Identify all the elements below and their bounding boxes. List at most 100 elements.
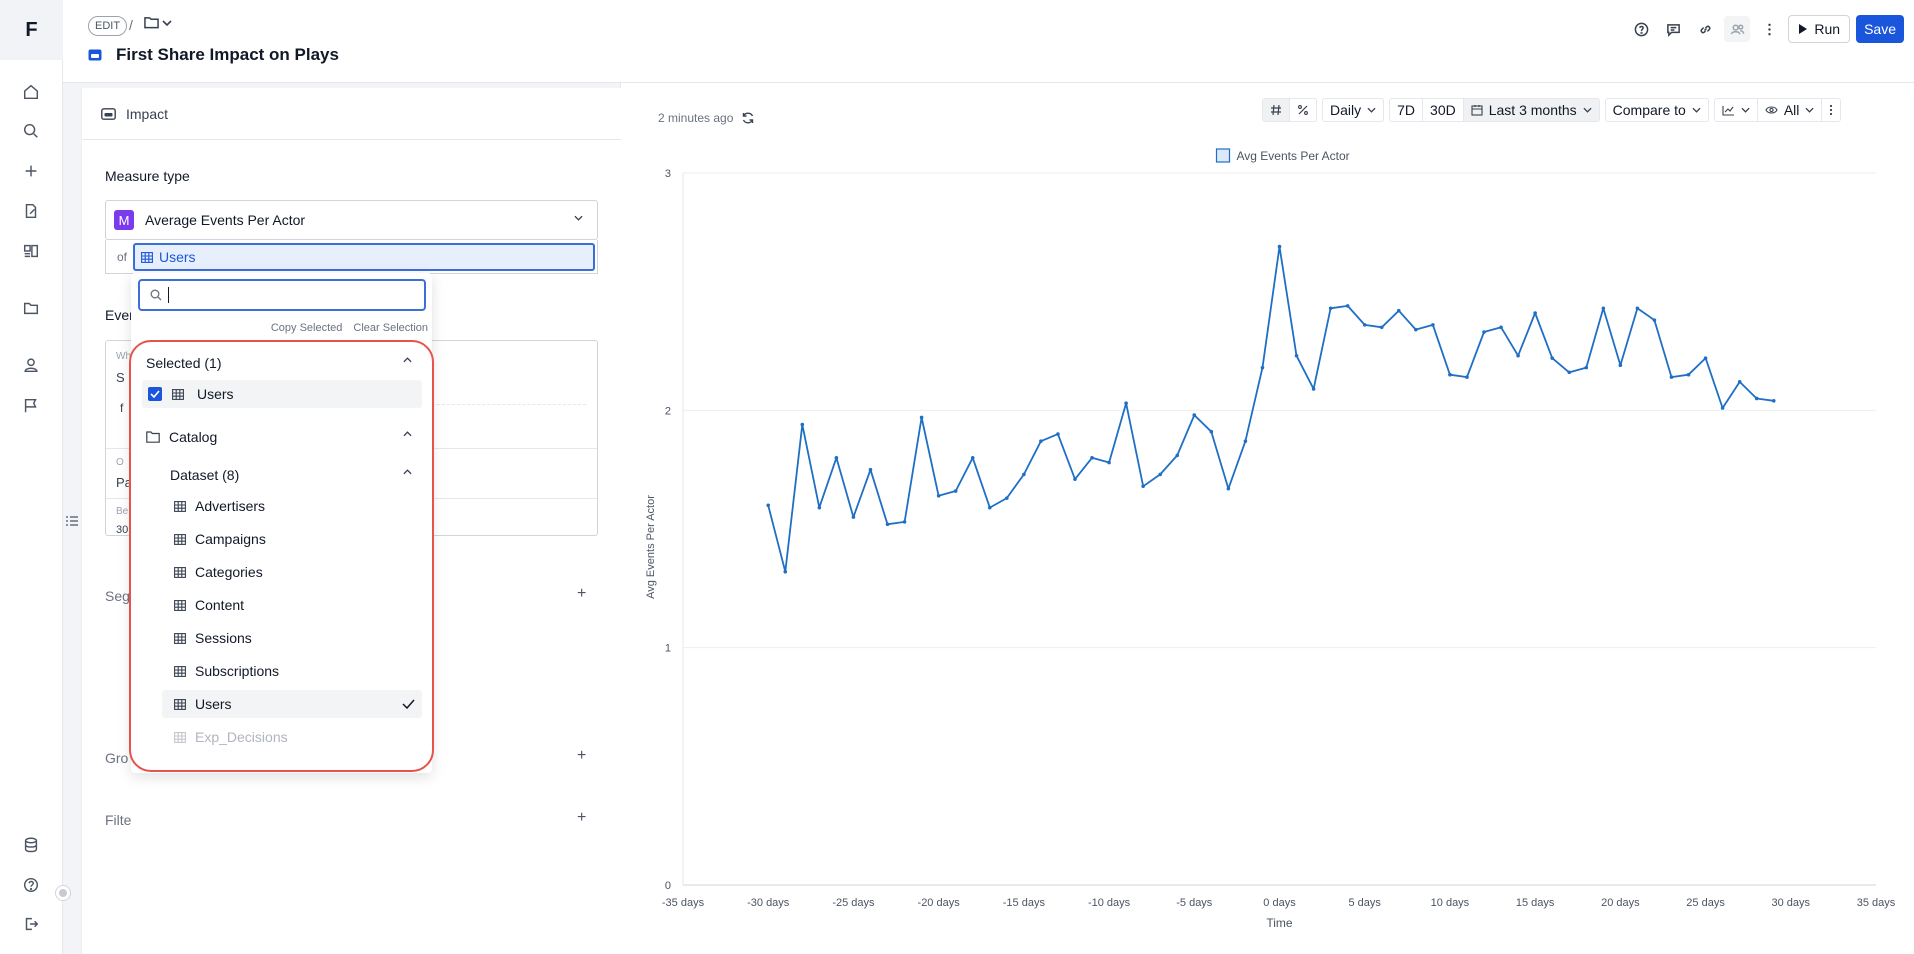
measure-type-label: Measure type [105, 168, 190, 184]
catalog-section-header[interactable]: Catalog [131, 423, 432, 451]
x-tick-label: 30 days [1772, 897, 1811, 909]
data-point [1737, 380, 1742, 384]
edit-mode-badge[interactable]: EDIT [88, 16, 128, 36]
chevron-down-icon [1805, 107, 1814, 113]
dataset-item-categories[interactable]: Categories [131, 558, 432, 586]
data-point [1397, 308, 1401, 313]
absolute-values-button[interactable] [1263, 99, 1290, 121]
home-icon[interactable] [21, 82, 41, 102]
clear-selection-button[interactable]: Clear Selection [353, 322, 428, 334]
app-logo[interactable]: F [0, 0, 63, 60]
data-point [1720, 406, 1725, 410]
add-segment-button[interactable]: + [577, 585, 587, 602]
chevron-up-icon [403, 357, 412, 363]
logout-icon[interactable] [21, 914, 41, 934]
data-point [1771, 399, 1776, 403]
resize-handle[interactable] [55, 885, 71, 901]
add-filter-button[interactable]: + [577, 809, 587, 826]
data-point [1414, 327, 1418, 332]
dataset-item-subscriptions[interactable]: Subscriptions [131, 657, 432, 685]
page-title[interactable]: First Share Impact on Plays [116, 45, 339, 64]
data-point [885, 522, 890, 527]
help-icon[interactable] [21, 875, 41, 895]
last-updated: 2 minutes ago [658, 111, 755, 125]
breadcrumb-separator: / [129, 17, 133, 33]
comment-icon[interactable] [1660, 16, 1686, 42]
date-range-select[interactable]: Last 3 months [1463, 99, 1599, 121]
date-range-group: 7D 30D Last 3 months [1389, 98, 1600, 122]
chevron-up-icon [403, 431, 412, 437]
event-name-text: S [116, 370, 125, 385]
save-button[interactable]: Save [1856, 15, 1904, 43]
header-actions: Run Save [1628, 15, 1904, 43]
where-label: Wh [116, 351, 131, 362]
selected-item-users[interactable]: Users [131, 380, 432, 408]
granularity-select[interactable]: Daily [1322, 98, 1385, 122]
reports-icon[interactable] [21, 241, 41, 261]
y-tick-label: 0 [665, 880, 671, 892]
dataset-item-label: Users [195, 696, 232, 712]
checkbox-checked-icon[interactable] [148, 387, 162, 401]
dataset-group-header[interactable]: Dataset (8) [131, 461, 432, 489]
refresh-icon[interactable] [741, 111, 755, 125]
x-tick-label: -15 days [1003, 897, 1046, 909]
folder-picker-button[interactable] [144, 16, 172, 29]
search-icon[interactable] [21, 121, 41, 141]
selected-item-label: Users [197, 386, 234, 402]
x-axis-title: Time [1266, 916, 1293, 930]
value-mode-toggle [1262, 98, 1317, 122]
visibility-select[interactable]: All [1758, 99, 1823, 121]
chart-more-options-icon[interactable] [1822, 99, 1840, 121]
table-icon [141, 251, 153, 263]
run-button[interactable]: Run [1788, 15, 1851, 43]
dataset-list: Selected (1) Users Catalog Dataset (8) [129, 340, 434, 772]
plus-icon[interactable] [21, 161, 41, 181]
folder-icon [146, 431, 160, 443]
new-document-icon[interactable] [21, 201, 41, 221]
outcome-label: O [116, 457, 124, 468]
percent-icon [1298, 105, 1308, 115]
dataset-item-users[interactable]: Users [131, 690, 432, 718]
data-point [1022, 472, 1026, 477]
user-icon[interactable] [21, 355, 41, 375]
table-icon [174, 698, 186, 710]
percent-values-button[interactable] [1290, 99, 1316, 121]
database-icon[interactable] [21, 835, 41, 855]
actor-dataset-select[interactable]: Users [133, 243, 595, 271]
data-point [1550, 356, 1554, 360]
measure-type-select[interactable]: M Average Events Per Actor [105, 200, 598, 240]
panel-collapse-toggle[interactable] [66, 513, 80, 527]
data-point [1635, 306, 1640, 311]
add-group-by-button[interactable]: + [577, 747, 587, 764]
compare-to-select[interactable]: Compare to [1604, 98, 1709, 122]
dataset-item-advertisers[interactable]: Advertisers [131, 492, 432, 520]
folder-icon[interactable] [21, 298, 41, 318]
dataset-item-content[interactable]: Content [131, 591, 432, 619]
table-icon [174, 632, 186, 644]
dataset-item-campaigns[interactable]: Campaigns [131, 525, 432, 553]
flag-icon[interactable] [21, 396, 41, 416]
copy-selected-button[interactable]: Copy Selected [270, 322, 343, 334]
range-30d-button[interactable]: 30D [1423, 99, 1464, 121]
selected-section-header[interactable]: Selected (1) [131, 349, 432, 377]
dataset-search-input[interactable] [138, 279, 426, 311]
table-icon [174, 731, 186, 743]
y-tick-label: 1 [665, 643, 671, 655]
events-section-label: Even [105, 307, 137, 323]
chevron-down-icon [1583, 107, 1592, 113]
y-axis-title: Avg Events Per Actor [645, 495, 657, 599]
data-point [851, 515, 856, 519]
dataset-item-sessions[interactable]: Sessions [131, 624, 432, 652]
config-panel: Impact Measure type M Average Events Per… [63, 83, 622, 954]
data-point [970, 456, 975, 460]
dropdown-actions: Copy Selected Clear Selection [271, 322, 428, 334]
chart-type-select[interactable] [1715, 99, 1758, 121]
link-icon[interactable] [1692, 16, 1718, 42]
more-options-icon[interactable] [1756, 16, 1782, 42]
help-icon[interactable] [1628, 16, 1654, 42]
segments-label: Seg [105, 588, 130, 604]
share-users-icon[interactable] [1724, 16, 1751, 42]
range-7d-button[interactable]: 7D [1390, 99, 1424, 121]
data-point [1192, 413, 1197, 417]
